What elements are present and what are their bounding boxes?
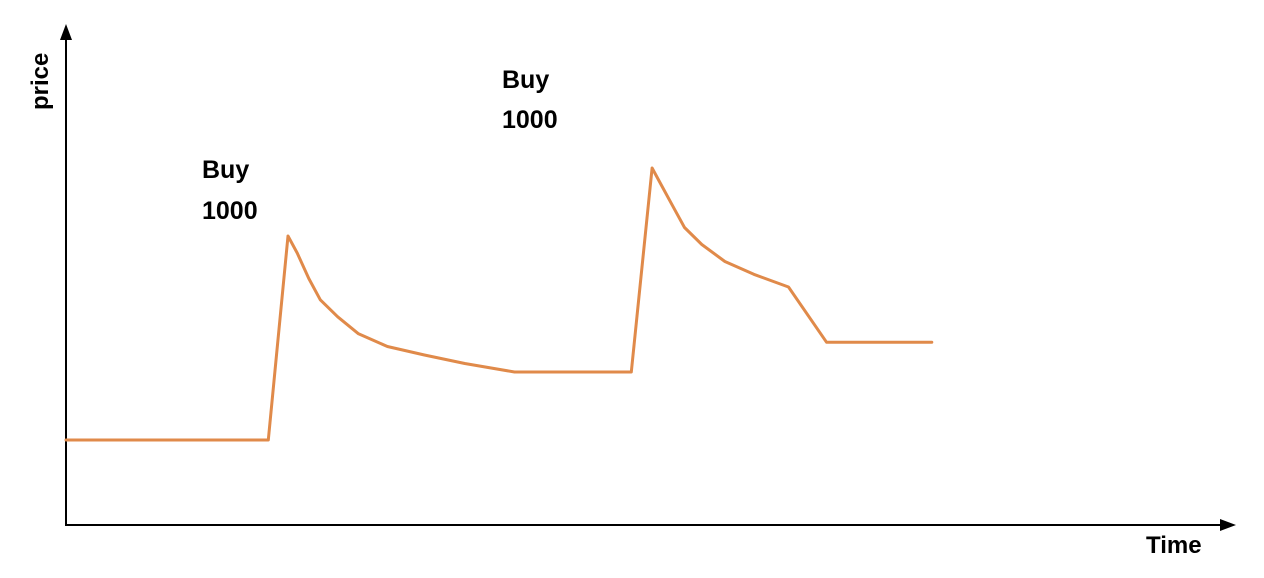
annotations: Buy 1000 Buy 1000 — [202, 66, 558, 225]
y-axis-arrow — [60, 24, 72, 40]
annotation-2-line-2: 1000 — [502, 106, 558, 134]
x-axis-arrow — [1220, 519, 1236, 531]
x-axis-label: Time — [1146, 532, 1202, 559]
annotation-1-line-2: 1000 — [202, 197, 258, 225]
price-series-line — [64, 166, 934, 442]
annotation-2-line-1: Buy — [502, 66, 549, 94]
y-axis-label: price — [27, 53, 54, 110]
annotation-1-line-1: Buy — [202, 156, 249, 184]
